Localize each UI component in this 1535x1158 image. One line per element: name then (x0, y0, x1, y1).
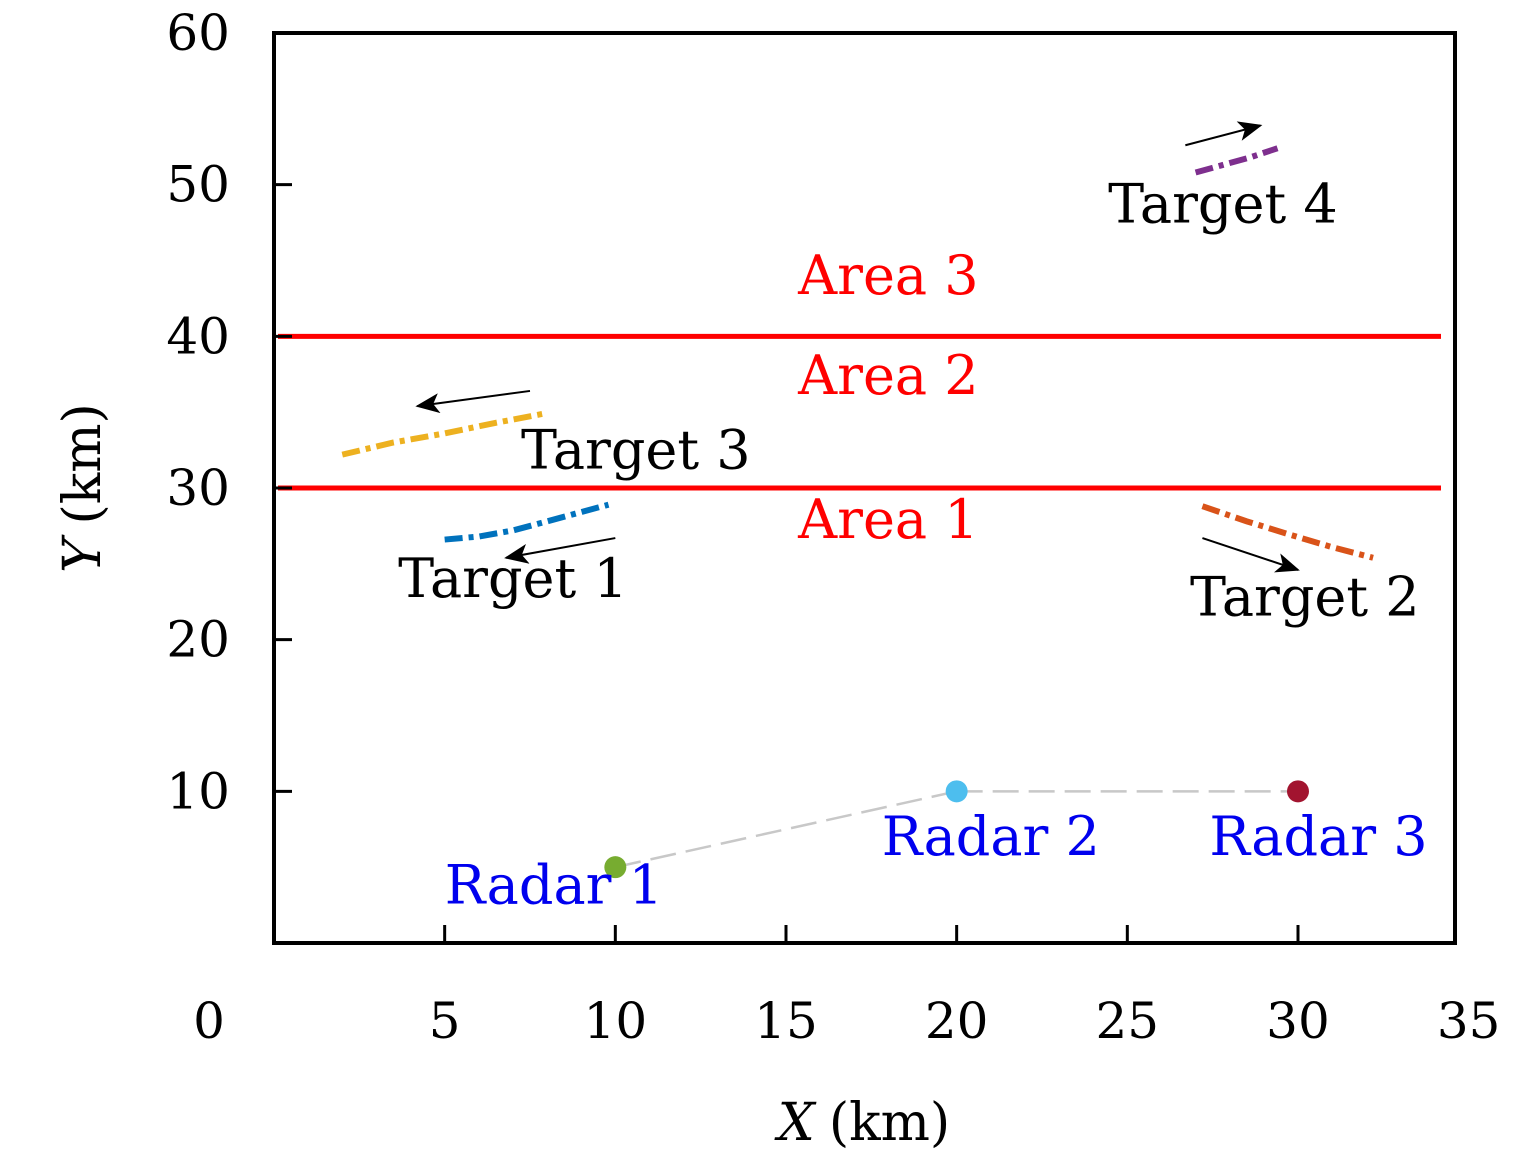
x-tick-label-5: 5 (429, 992, 461, 1050)
x-tick-label-15: 15 (754, 992, 818, 1050)
x-tick-label-10: 10 (584, 992, 648, 1050)
target-label-4: Target 4 (1108, 173, 1338, 236)
y-axis-title: Y (km) (53, 403, 113, 573)
x-tick-label-20: 20 (925, 992, 989, 1050)
direction-arrows (415, 121, 1300, 573)
x-tick-label-25: 25 (1096, 992, 1160, 1050)
area-boundaries (278, 333, 1441, 491)
y-axis-variable: Y (53, 534, 113, 573)
target-label-1: Target 1 (398, 547, 628, 610)
x-axis-title: X (km) (774, 1093, 950, 1153)
target-label-3: Target 3 (521, 418, 751, 481)
target-tracks (341, 145, 1374, 561)
annotations: Area 1 Area 2 Area 3 Target 1 Target 2 Target… (398, 173, 1427, 917)
x-tick-label-0: 0 (193, 992, 225, 1050)
y-axis-unit: (km) (53, 403, 113, 524)
x-axis-variable: X (774, 1093, 817, 1153)
radar-marker-3 (1286, 780, 1309, 803)
y-tick-label-50: 50 (166, 156, 230, 214)
area-label-1: Area 1 (797, 488, 978, 551)
target-direction-arrow-1 (504, 537, 616, 564)
area-label-3: Area 3 (797, 244, 978, 307)
target-track-4 (1194, 145, 1279, 176)
target-label-2: Target 2 (1190, 565, 1420, 628)
radar-links (615, 790, 1298, 869)
target-track-2 (1201, 503, 1374, 561)
y-tick-label-30: 30 (166, 459, 230, 517)
x-axis-unit: (km) (829, 1093, 950, 1153)
x-tick-label-30: 30 (1266, 992, 1330, 1050)
radar-label-2: Radar 2 (882, 805, 1100, 868)
area-label-2: Area 2 (797, 344, 978, 407)
target-direction-arrow-2 (1202, 537, 1300, 573)
target-direction-arrow-4 (1185, 121, 1263, 147)
radar-label-3: Radar 3 (1209, 805, 1427, 868)
y-tick-label-20: 20 (166, 611, 230, 669)
y-tick-label-60: 60 (166, 4, 230, 62)
axis-ticks: 0 5 10 15 20 25 30 35 10 20 30 40 50 60 (166, 4, 1500, 1050)
radar-link-1 (615, 790, 957, 869)
radar-marker-1 (604, 856, 627, 879)
x-tick-label-35: 35 (1437, 992, 1501, 1050)
radar-marker-2 (945, 780, 968, 803)
y-tick-label-10: 10 (166, 762, 230, 820)
radar-label-1: Radar 1 (445, 854, 663, 917)
target-direction-arrow-3 (415, 389, 531, 414)
target-track-3 (341, 410, 545, 458)
y-tick-label-40: 40 (166, 307, 230, 365)
radar-markers (604, 780, 1309, 879)
